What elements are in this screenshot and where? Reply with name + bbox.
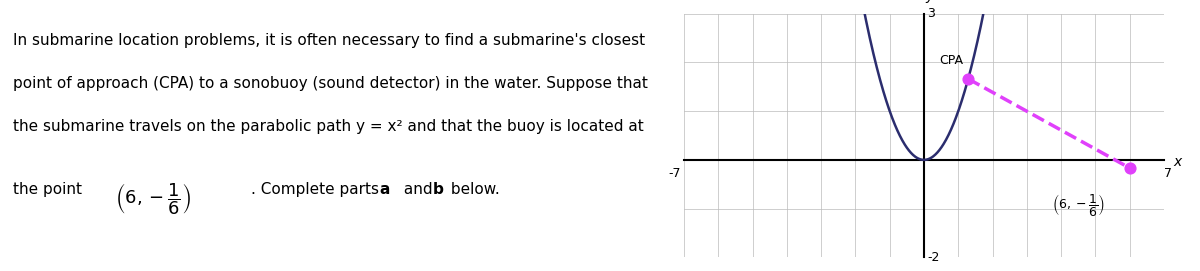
Point (1120, 166, 1139, 170)
Text: $\left( 6, -\dfrac{1}{6} \right)$: $\left( 6, -\dfrac{1}{6} \right)$ (115, 182, 192, 217)
Text: -7: -7 (668, 167, 680, 180)
Text: b: b (432, 182, 443, 196)
Text: y: y (925, 0, 934, 4)
Text: In submarine location problems, it is often necessary to find a submarine's clos: In submarine location problems, it is of… (13, 33, 646, 47)
Text: point of approach (CPA) to a sonobuoy (sound detector) in the water. Suppose tha: point of approach (CPA) to a sonobuoy (s… (13, 76, 648, 91)
Text: the submarine travels on the parabolic path y = x² and that the buoy is located : the submarine travels on the parabolic p… (13, 119, 644, 134)
Text: 7: 7 (1164, 167, 1172, 180)
Text: . Complete parts: . Complete parts (251, 182, 384, 196)
Text: x: x (1174, 155, 1182, 169)
Text: and: and (400, 182, 438, 196)
Text: below.: below. (445, 182, 499, 196)
Text: 3: 3 (928, 7, 935, 20)
Text: $\left(6,-\dfrac{1}{6}\right)$: $\left(6,-\dfrac{1}{6}\right)$ (1051, 192, 1105, 218)
Text: -2: -2 (928, 251, 940, 264)
Text: CPA: CPA (940, 54, 964, 67)
Point (959, 77, 978, 81)
Text: a: a (379, 182, 390, 196)
Text: the point: the point (13, 182, 82, 196)
